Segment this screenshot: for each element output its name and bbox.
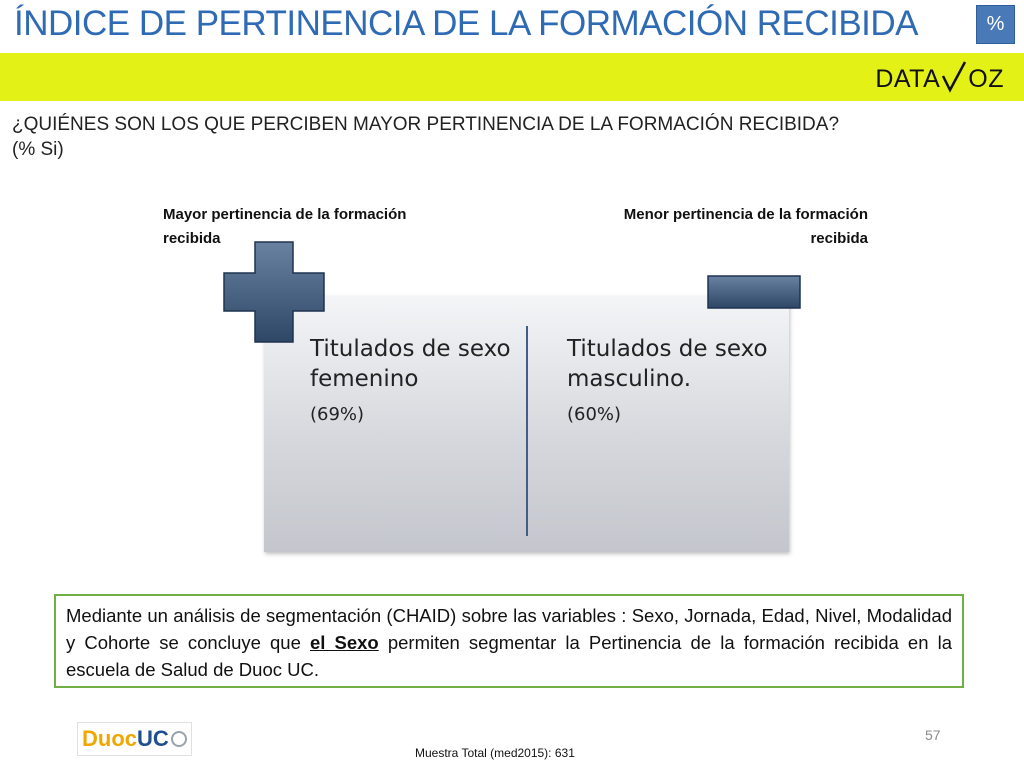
page-number: 57 — [925, 727, 941, 743]
question-text: ¿QUIÉNES SON LOS QUE PERCIBEN MAYOR PERT… — [12, 112, 1002, 162]
logo-text-left: DATA — [875, 65, 941, 93]
label-more-pertinence: Mayor pertinencia de la formación recibi… — [163, 206, 407, 247]
logo-brand-b: UC — [137, 726, 169, 751]
logo-brand-a: Duoc — [82, 726, 137, 751]
sample-note: Muestra Total (med2015): 631 — [415, 746, 575, 760]
plus-icon — [223, 241, 325, 343]
female-group-title: Titulados de sexo femenino — [310, 336, 511, 392]
comparison-panel: Titulados de sexo femenino (69%) Titulad… — [264, 296, 789, 552]
conclusion-keyword: el Sexo — [309, 632, 379, 653]
minus-icon — [707, 275, 801, 309]
conclusion-text-end: permiten segmentar la Pertinencia de la … — [66, 632, 953, 680]
datavoz-logo: DATA OZ — [875, 60, 1004, 94]
panel-divider — [526, 326, 528, 536]
male-group: Titulados de sexo masculino. (60%) — [567, 334, 787, 425]
percent-badge: % — [976, 5, 1015, 44]
conclusion-box: Mediante un análisis de segmentación (CH… — [54, 594, 964, 688]
duoc-uc-logo: Duoc UC — [77, 722, 192, 756]
female-group-value: (69%) — [310, 404, 365, 425]
seal-icon — [170, 731, 187, 747]
logo-text-right: OZ — [968, 65, 1004, 93]
question-line-1: ¿QUIÉNES SON LOS QUE PERCIBEN MAYOR PERT… — [12, 114, 840, 135]
header-band — [0, 53, 1024, 101]
male-group-title: Titulados de sexo masculino. — [567, 336, 768, 392]
male-group-value: (60%) — [567, 404, 622, 425]
page-title: ÍNDICE DE PERTINENCIA DE LA FORMACIÓN RE… — [14, 4, 919, 43]
female-group: Titulados de sexo femenino (69%) — [310, 334, 530, 425]
conclusion-text-start: Mediante un análisis de segmentación (CH… — [66, 605, 952, 653]
question-line-2: (% Si) — [12, 139, 64, 160]
label-less-pertinence: Menor pertinencia de la formación recibi… — [623, 206, 868, 247]
checkmark-v-icon — [942, 61, 967, 93]
